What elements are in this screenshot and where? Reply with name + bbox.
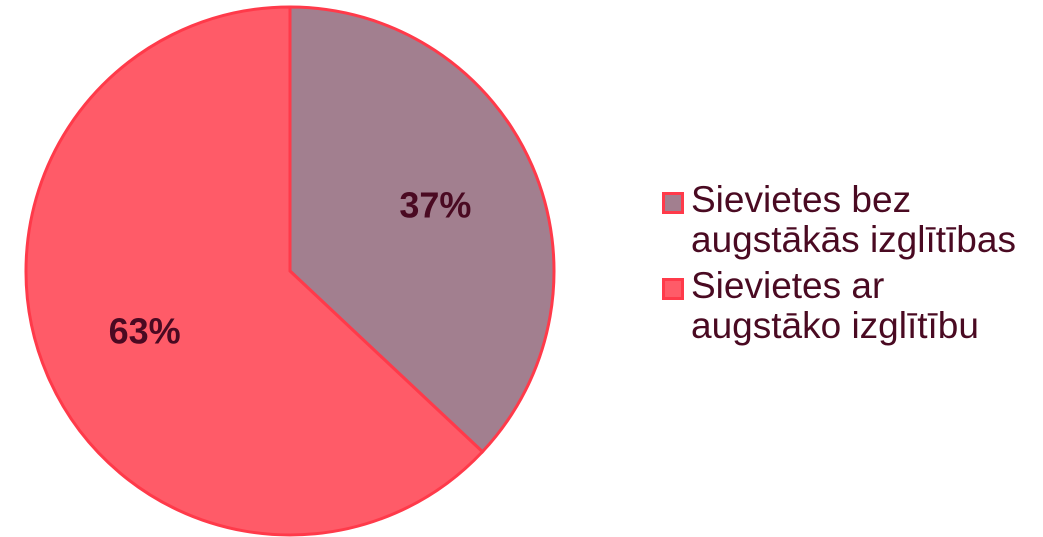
pie-slice [24,5,485,537]
legend-item: Sievietes bez augstākās izglītības [662,180,1042,260]
legend-swatch [662,192,684,214]
legend-label: Sievietes ar augstāko izglītību [691,265,979,346]
value-label: 37% [399,185,471,226]
legend-label: Sievietes bez augstākās izglītības [691,179,1016,260]
legend: Sievietes bez augstākās izglītības Sievie… [662,180,1042,352]
value-label: 63% [109,310,181,351]
legend-swatch [662,278,684,300]
pie-slice [288,5,556,454]
legend-item: Sievietes ar augstāko izglītību [662,266,1042,346]
